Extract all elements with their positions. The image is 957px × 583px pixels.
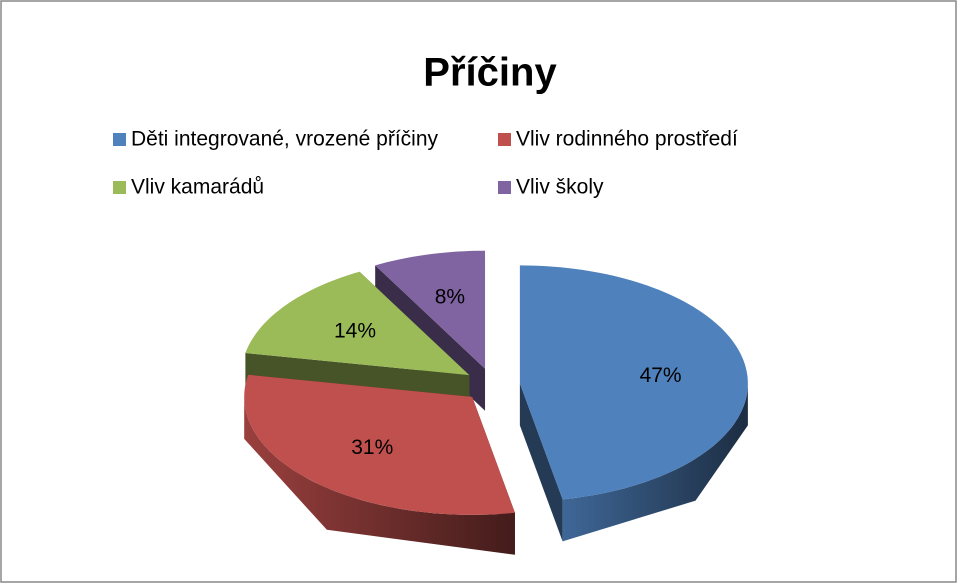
slice-top xyxy=(375,250,486,369)
slice-top xyxy=(519,265,748,500)
slice xyxy=(244,374,515,555)
legend-marker xyxy=(113,181,126,194)
legend-label: Vliv kamarádů xyxy=(131,176,264,199)
data-label: 14% xyxy=(334,320,376,343)
chart-title: Příčiny xyxy=(423,51,557,95)
slice xyxy=(245,271,470,418)
slice-wall xyxy=(562,383,748,542)
data-label: 8% xyxy=(435,285,465,308)
slice-top xyxy=(245,271,470,376)
legend-label: Děti integrované, vrozené příčiny xyxy=(131,128,438,151)
legend-label: Vliv rodinného prostředí xyxy=(516,128,738,151)
slice xyxy=(519,265,748,542)
legend-marker xyxy=(113,133,126,146)
legend-marker xyxy=(498,133,511,146)
data-label: 31% xyxy=(351,436,393,459)
legend-marker xyxy=(498,181,511,194)
slice-top xyxy=(244,374,515,515)
slice-side xyxy=(519,383,563,542)
legend-label: Vliv školy xyxy=(516,176,604,199)
slice-wall xyxy=(244,396,515,555)
data-label: 47% xyxy=(640,364,682,387)
